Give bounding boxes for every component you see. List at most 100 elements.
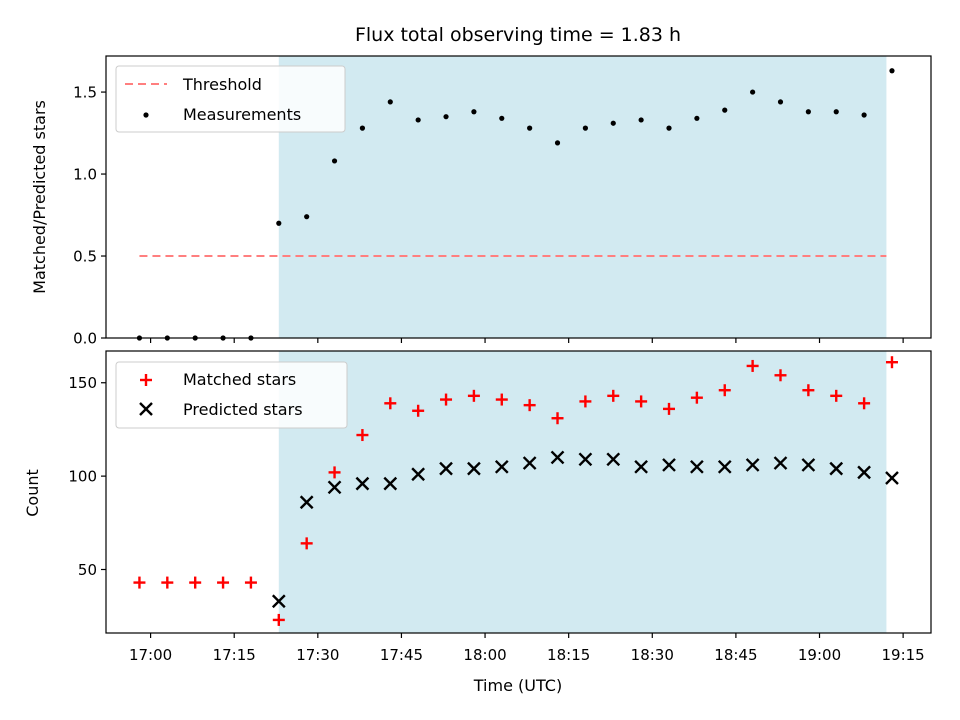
predicted-star-point <box>467 461 481 476</box>
matched-star-point <box>523 399 536 412</box>
measurement-point <box>276 220 282 226</box>
top-y-axis-label: Matched/Predicted stars <box>30 100 49 294</box>
bottom-axes-frame <box>105 350 932 634</box>
matched-star-point <box>328 466 341 479</box>
matched-star-point <box>495 393 508 406</box>
matched-star-point <box>635 395 648 408</box>
measurement-point <box>415 117 421 123</box>
matched-star-point <box>830 389 843 402</box>
top-legend: Threshold Measurements <box>115 65 346 133</box>
predicted-star-point <box>857 465 871 480</box>
y-tick-label: 1.0 <box>73 166 97 184</box>
y-tick-label: 0.0 <box>73 330 97 348</box>
x-tick-label: 18:15 <box>547 646 590 664</box>
x-axis-label: Time (UTC) <box>473 676 562 695</box>
measurement-point <box>610 120 616 126</box>
matched-star-point <box>663 402 676 415</box>
top-axes-frame <box>105 55 932 339</box>
measurement-point <box>527 125 533 131</box>
predicted-star-point <box>439 461 453 476</box>
measurement-point <box>750 89 756 95</box>
observing-window-shade-bottom <box>278 351 887 633</box>
matched-stars-points <box>133 356 898 626</box>
top-x-ticks <box>149 338 904 343</box>
measurement-point <box>554 140 561 146</box>
matched-star-point <box>272 613 285 626</box>
predicted-star-point <box>411 467 426 482</box>
matched-star-point <box>858 397 871 410</box>
measurement-point <box>471 109 477 115</box>
predicted-star-point <box>494 459 509 474</box>
y-tick-label: 0.5 <box>73 248 97 266</box>
x-tick-label: 18:00 <box>463 646 506 664</box>
predicted-stars-points <box>271 450 899 609</box>
predicted-star-point <box>550 450 565 465</box>
measurement-point <box>387 99 393 105</box>
legend-measurements-swatch <box>143 112 149 118</box>
legend-matched-swatch <box>140 374 152 386</box>
matched-star-point <box>189 576 202 589</box>
matched-star-point <box>746 359 759 372</box>
x-tick-label: 19:00 <box>798 646 841 664</box>
measurement-point <box>833 109 839 115</box>
measurement-point <box>722 107 728 113</box>
matched-star-point <box>356 429 369 442</box>
observing-window-shade <box>278 56 887 338</box>
predicted-star-point <box>522 456 537 470</box>
predicted-star-point <box>662 458 676 472</box>
y-tick-label: 1.5 <box>73 84 97 102</box>
top-y-ticks: 0.0 0.5 1.0 1.5 <box>73 84 106 348</box>
matched-star-point <box>579 395 592 408</box>
measurement-point <box>443 114 449 120</box>
predicted-star-point <box>383 476 398 491</box>
predicted-star-point <box>773 456 788 470</box>
matched-star-point <box>467 389 480 402</box>
predicted-star-point <box>745 458 760 472</box>
measurement-point <box>582 125 588 131</box>
predicted-star-point <box>690 459 704 474</box>
matched-star-point <box>133 576 146 589</box>
predicted-star-point <box>885 471 899 485</box>
measurement-point <box>666 125 672 131</box>
matched-star-point <box>161 576 174 589</box>
legend-threshold-label: Threshold <box>182 75 262 94</box>
predicted-star-point <box>717 459 732 474</box>
bottom-x-ticks: 17:00 17:15 17:30 17:45 18:00 18:15 18:30 18:45… <box>129 633 925 664</box>
measurement-point <box>805 109 811 115</box>
predicted-star-point <box>271 594 286 609</box>
matched-star-point <box>440 393 453 406</box>
bottom-y-ticks: 50 100 150 <box>68 374 106 579</box>
predicted-star-point <box>634 459 648 474</box>
matched-star-point <box>412 404 425 417</box>
top-plot-area <box>136 56 895 341</box>
predicted-star-point <box>829 461 844 476</box>
predicted-star-point <box>327 480 342 495</box>
chart-title: Flux total observing time = 1.83 h <box>355 24 681 46</box>
x-tick-label: 18:45 <box>714 646 757 664</box>
matched-star-point <box>384 397 397 410</box>
y-tick-label: 100 <box>68 468 97 486</box>
x-tick-label: 18:30 <box>631 646 674 664</box>
matched-star-point <box>802 384 815 397</box>
x-tick-label: 17:15 <box>213 646 256 664</box>
predicted-star-point <box>801 458 816 472</box>
matched-star-point <box>300 537 313 550</box>
predicted-star-point <box>299 495 314 510</box>
measurement-point <box>331 158 338 164</box>
bottom-legend: Matched stars Predicted stars <box>115 361 348 429</box>
x-tick-label: 17:45 <box>380 646 423 664</box>
predicted-star-point <box>578 452 593 467</box>
x-tick-label: 19:15 <box>882 646 925 664</box>
matched-star-point <box>774 369 787 382</box>
measurement-point <box>499 115 505 121</box>
measurement-point <box>777 99 784 105</box>
measurement-point <box>861 112 867 118</box>
matched-star-point <box>217 576 230 589</box>
matched-star-point <box>551 412 564 425</box>
legend-predicted-label: Predicted stars <box>183 400 303 419</box>
legend-measurements-label: Measurements <box>183 105 301 124</box>
x-tick-label: 17:00 <box>129 646 172 664</box>
y-tick-label: 150 <box>68 374 97 392</box>
matched-star-point <box>718 384 731 397</box>
